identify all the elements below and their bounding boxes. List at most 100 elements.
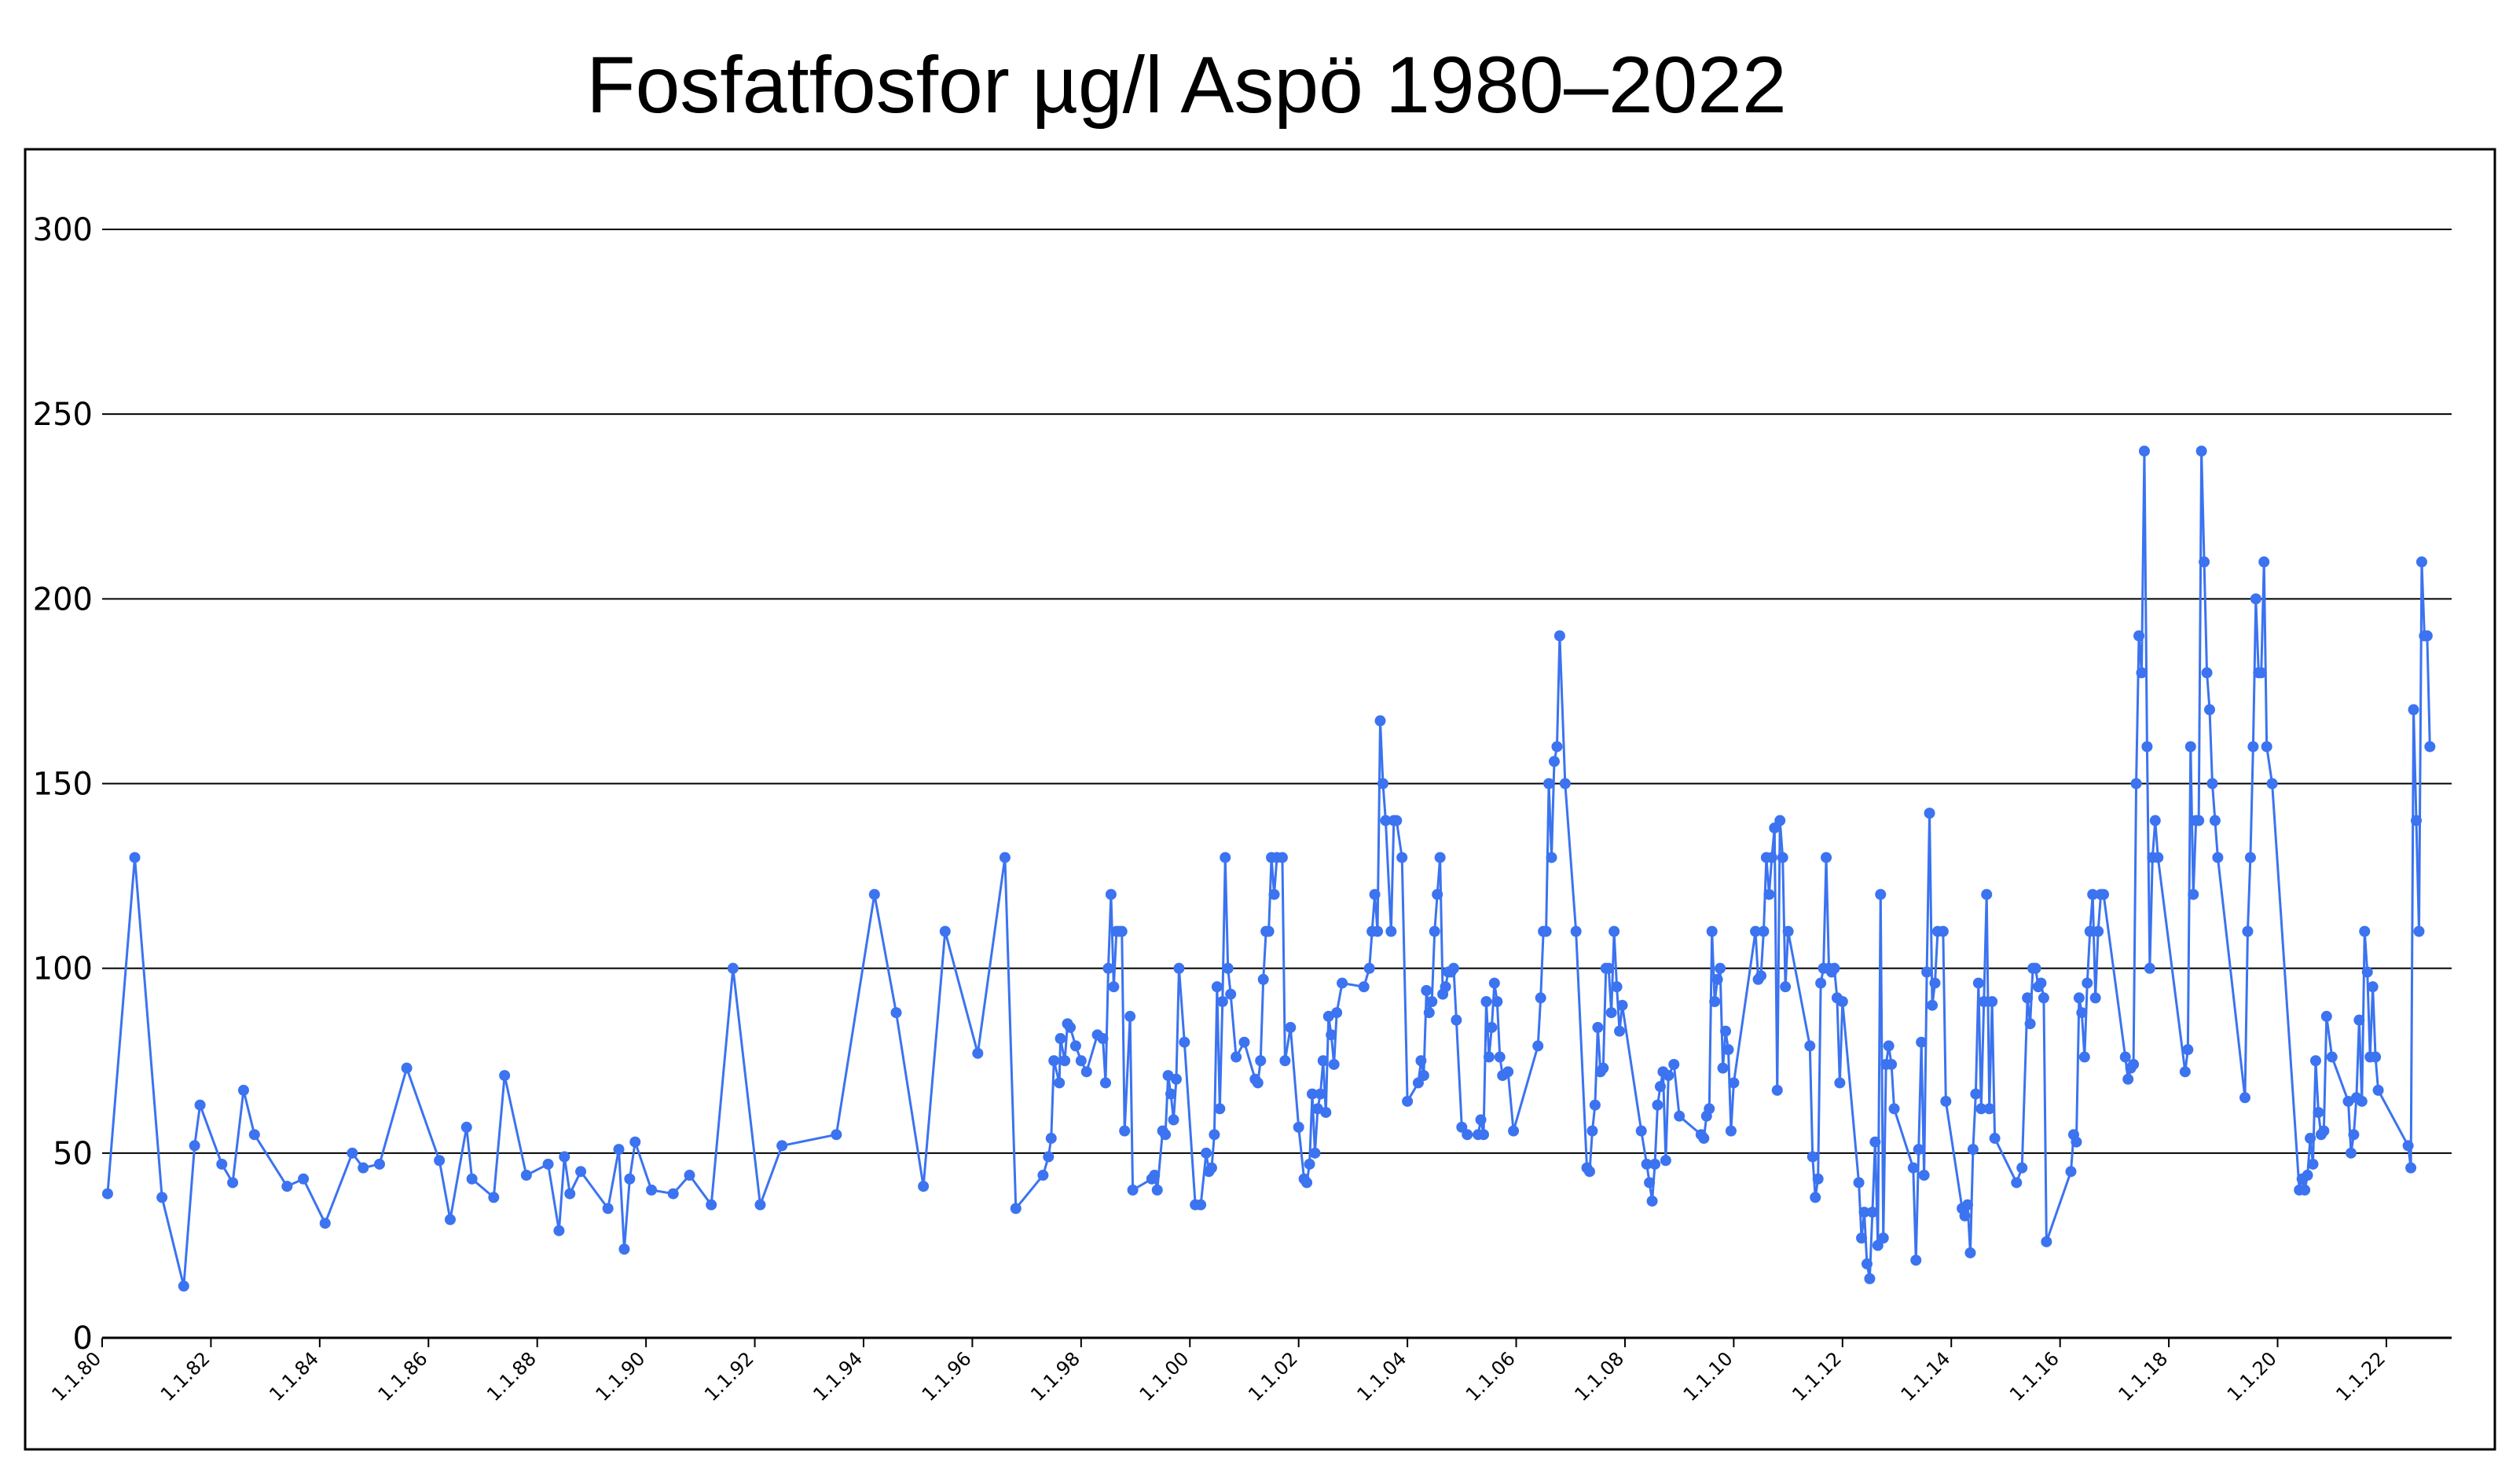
data-point — [1916, 1036, 1928, 1048]
data-point — [2411, 815, 2423, 826]
data-point — [1195, 1199, 1207, 1211]
series-segment — [2208, 709, 2214, 784]
series-segment — [2132, 783, 2138, 1064]
data-point — [754, 1199, 766, 1211]
data-point — [2184, 741, 2196, 753]
data-point — [1216, 995, 1228, 1007]
data-point — [1834, 1077, 1846, 1089]
data-point — [2204, 704, 2216, 716]
series-segment — [547, 1163, 560, 1231]
series-segment — [1243, 1042, 1256, 1080]
data-point — [1276, 852, 1288, 863]
series-segment — [1536, 998, 1542, 1046]
data-point — [2071, 1136, 2082, 1148]
series-segment — [2371, 987, 2377, 1057]
series-segment — [1482, 1001, 1487, 1135]
data-point — [1222, 962, 1234, 974]
data-point — [281, 1181, 293, 1192]
y-tick-label-0: 0 — [73, 1321, 93, 1357]
series-segment — [2085, 931, 2092, 984]
data-point — [972, 1047, 984, 1059]
series-segment — [2409, 709, 2415, 1168]
series-segment — [834, 894, 876, 1135]
data-point — [101, 1188, 113, 1200]
x-tick-label: 1.1.94 — [809, 1347, 867, 1405]
series-segment — [2045, 1170, 2072, 1243]
series-segment — [2083, 983, 2089, 1057]
series-segment — [1942, 931, 1947, 1102]
data-point — [1810, 1192, 1821, 1203]
data-point — [1255, 1055, 1267, 1067]
data-point — [1706, 925, 1718, 937]
series-segment — [2074, 998, 2081, 1142]
series-segment — [1452, 968, 1458, 1020]
data-point — [444, 1214, 456, 1225]
series-segment — [2314, 1061, 2320, 1113]
data-point — [2082, 977, 2093, 989]
series-segment — [1218, 1001, 1224, 1109]
data-point — [216, 1158, 228, 1170]
x-tick-label: 1.1.92 — [700, 1347, 758, 1405]
data-point — [1315, 1088, 1326, 1100]
x-tick-label: 1.1.00 — [1135, 1347, 1194, 1405]
series-points — [101, 445, 2436, 1292]
data-point — [1918, 1170, 1930, 1181]
data-point — [1160, 1129, 1172, 1141]
data-point — [1358, 981, 1370, 993]
data-point — [2136, 667, 2148, 679]
data-point — [1728, 1077, 1740, 1089]
series-segment — [2249, 746, 2254, 858]
data-point — [319, 1218, 331, 1229]
data-point — [2035, 977, 2047, 989]
data-point — [466, 1173, 478, 1185]
data-point — [1777, 852, 1788, 863]
data-point — [1641, 1158, 1652, 1170]
data-point — [1546, 852, 1557, 863]
data-point — [1372, 925, 1384, 937]
data-point — [624, 1173, 636, 1185]
data-point — [1644, 1177, 1656, 1189]
data-point — [2128, 1058, 2140, 1070]
axes — [101, 1336, 2452, 1347]
data-point — [1821, 852, 1832, 863]
data-point — [1709, 995, 1721, 1007]
data-point — [1858, 1207, 1870, 1218]
y-tick-label-200: 200 — [33, 581, 93, 617]
data-point — [298, 1173, 310, 1185]
data-point — [1037, 1170, 1049, 1181]
data-point — [1486, 1021, 1498, 1033]
data-point — [1127, 1184, 1139, 1196]
data-point — [684, 1170, 695, 1181]
x-tick-label: 1.1.10 — [1679, 1347, 1737, 1405]
data-point — [1975, 1103, 1987, 1115]
series-segment — [1868, 1212, 1874, 1279]
data-point — [1220, 852, 1231, 863]
series-segment — [1283, 1027, 1292, 1061]
data-point — [1434, 852, 1446, 863]
series-segment — [2325, 1016, 2334, 1057]
series-segment — [1808, 1046, 1814, 1157]
data-point — [2024, 1018, 2036, 1030]
series-segment — [2210, 783, 2217, 821]
series-segment — [1817, 983, 1822, 1179]
data-point — [1306, 1088, 1318, 1100]
data-point — [1913, 1144, 1924, 1156]
chart-title: Fosfatfosfor µg/l Aspö 1980–2022 — [586, 40, 1787, 130]
data-point — [2030, 962, 2041, 974]
series-segment — [503, 1075, 528, 1176]
y-tick-label-150: 150 — [33, 767, 93, 803]
series-segment — [1121, 931, 1126, 1131]
data-point — [890, 1007, 902, 1019]
series-segment — [1400, 857, 1409, 1102]
x-tick-label: 1.1.22 — [2331, 1347, 2390, 1405]
data-point — [1967, 1144, 1979, 1156]
data-point — [2182, 1044, 2194, 1056]
series-segment — [1512, 1046, 1539, 1132]
data-point — [1937, 925, 1949, 937]
data-point — [2022, 992, 2034, 1004]
series-segment — [1156, 1130, 1165, 1191]
data-point — [1551, 741, 1563, 753]
series-segment — [1333, 1013, 1338, 1065]
data-point — [727, 962, 739, 974]
